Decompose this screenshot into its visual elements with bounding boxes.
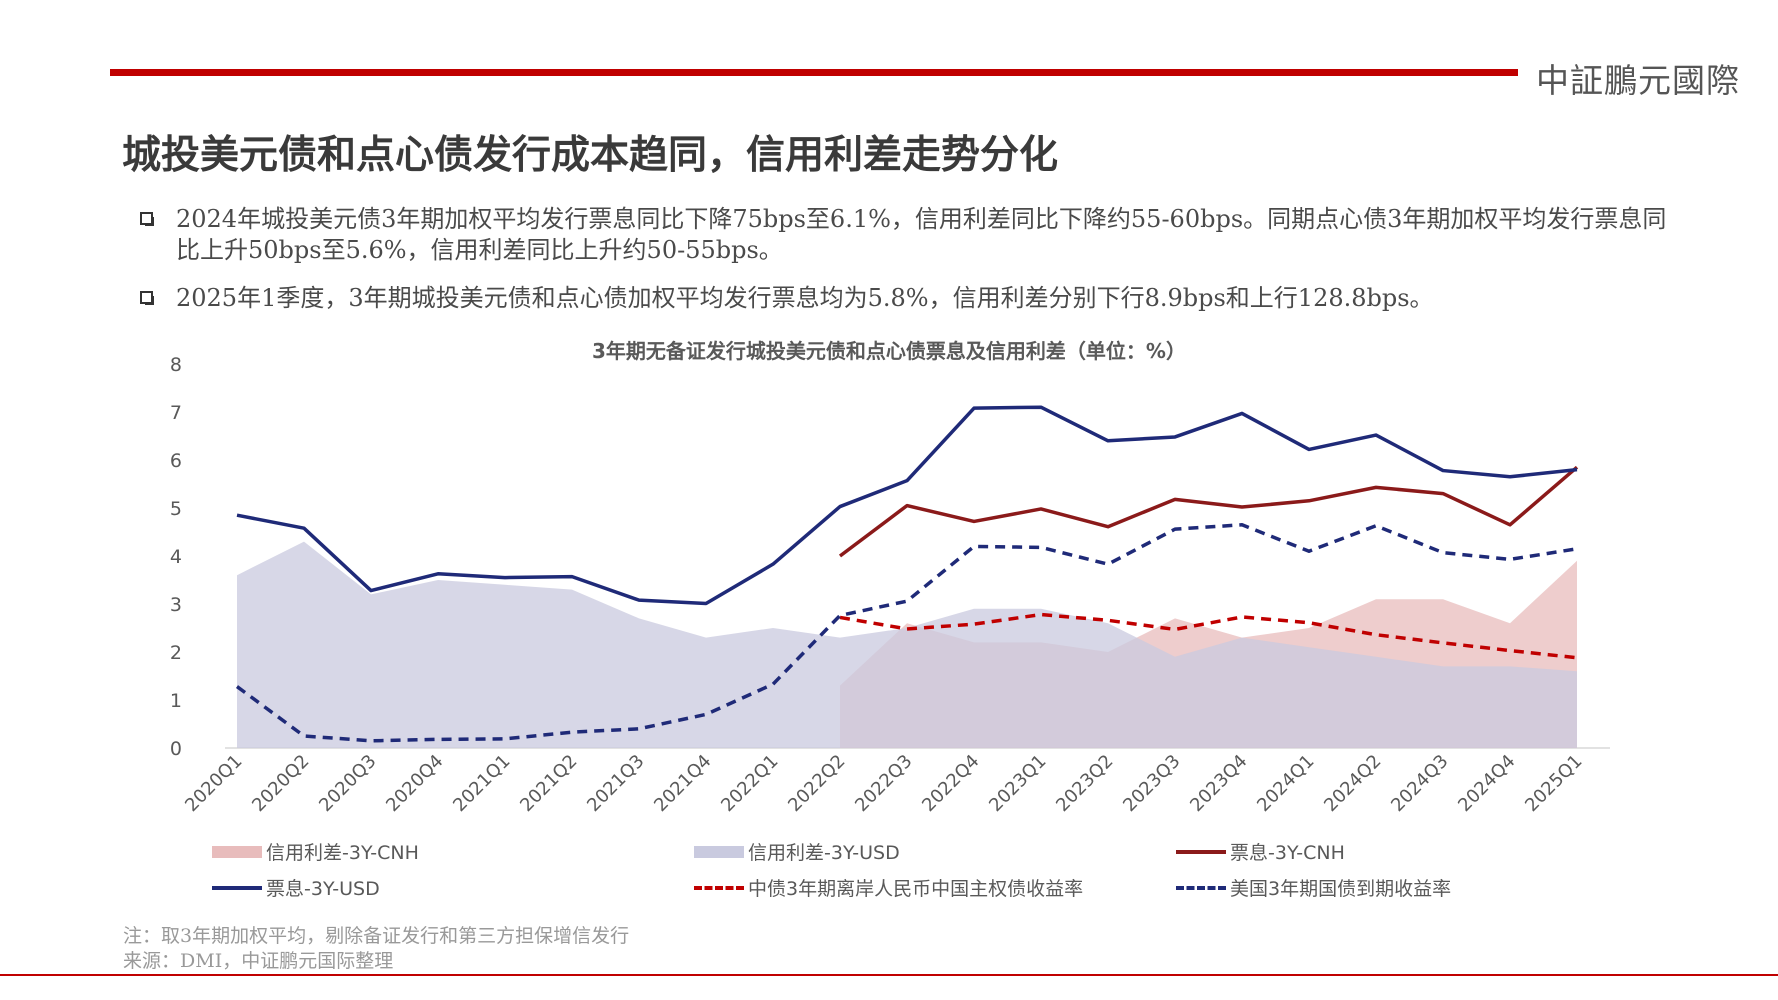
legend-swatch — [212, 845, 262, 858]
y-tick-label: 1 — [170, 690, 182, 712]
line-series — [839, 612, 1578, 660]
legend-line — [212, 885, 262, 890]
x-tick-label: 2024Q2 — [1320, 751, 1385, 816]
legend-line — [1176, 849, 1226, 854]
bullet-list: 2024年城投美元债3年期加权平均发行票息同比下降75bps至6.1%，信用利差… — [138, 204, 1678, 331]
line-series — [236, 405, 1578, 606]
checkbox-bullet-icon — [140, 212, 154, 226]
line-series — [838, 465, 1579, 558]
legend-item-cny-sovereign: 中债3年期离岸人民币中国主权债收益率 — [694, 874, 1083, 901]
brand-logo-text: 中証鵬元國際 — [1536, 61, 1740, 100]
x-tick-label: 2025Q1 — [1521, 751, 1586, 816]
chart-title: 3年期无备证发行城投美元债和点心债票息及信用利差（单位：%） — [592, 339, 1186, 363]
x-tick-label: 2023Q2 — [1052, 751, 1117, 816]
checkbox-bullet-icon — [140, 291, 154, 305]
legend-item-usd-coupon: 票息-3Y-USD — [212, 874, 380, 901]
legend-label: 美国3年期国债到期收益率 — [1230, 878, 1452, 900]
bullet-item: 2024年城投美元债3年期加权平均发行票息同比下降75bps至6.1%，信用利差… — [138, 204, 1678, 266]
bullet-item: 2025年1季度，3年期城投美元债和点心债加权平均发行票息均为5.8%，信用利差… — [138, 283, 1678, 314]
x-tick-label: 2024Q4 — [1454, 751, 1519, 816]
area-series — [237, 541, 1577, 748]
footer-rule — [0, 974, 1778, 976]
y-tick-label: 6 — [170, 450, 182, 472]
header-rule — [110, 69, 1518, 76]
legend-line — [1176, 885, 1226, 890]
legend-label: 票息-3Y-USD — [266, 878, 380, 900]
notes: 注：取3年期加权平均，剔除备证发行和第三方担保增信发行 来源：DMI，中证鹏元国… — [123, 924, 629, 974]
x-tick-label: 2024Q3 — [1387, 751, 1452, 816]
x-tick-label: 2021Q1 — [449, 751, 514, 816]
x-tick-label: 2023Q4 — [1186, 751, 1251, 816]
legend-item-ust: 美国3年期国债到期收益率 — [1176, 874, 1451, 901]
legend-label: 信用利差-3Y-CNH — [266, 842, 419, 864]
x-tick-label: 2023Q1 — [985, 751, 1050, 816]
legend-label: 信用利差-3Y-USD — [748, 842, 900, 864]
x-tick-label: 2023Q3 — [1119, 751, 1184, 816]
legend-item-cnh-coupon: 票息-3Y-CNH — [1176, 838, 1345, 865]
x-tick-label: 2022Q4 — [918, 751, 983, 816]
bullet-text: 2025年1季度，3年期城投美元债和点心债加权平均发行票息均为5.8%，信用利差… — [176, 284, 1434, 312]
x-tick-label: 2020Q2 — [248, 751, 313, 816]
legend-item-cnh-spread: 信用利差-3Y-CNH — [212, 838, 419, 865]
legend-label: 票息-3Y-CNH — [1230, 842, 1345, 864]
x-tick-label: 2024Q1 — [1253, 751, 1318, 816]
source-text: 来源：DMI，中证鹏元国际整理 — [123, 950, 394, 972]
line-series — [235, 523, 1578, 743]
bullet-text: 2024年城投美元债3年期加权平均发行票息同比下降75bps至6.1%，信用利差… — [176, 205, 1667, 264]
x-tick-label: 2021Q4 — [650, 751, 715, 816]
x-tick-label: 2020Q3 — [315, 751, 380, 816]
y-tick-label: 3 — [170, 594, 182, 616]
x-tick-label: 2020Q4 — [382, 751, 447, 816]
x-tick-label: 2021Q2 — [516, 751, 581, 816]
legend-label: 中债3年期离岸人民币中国主权债收益率 — [748, 878, 1084, 900]
y-tick-label: 5 — [170, 498, 182, 520]
y-tick-label: 4 — [170, 546, 182, 568]
page-title: 城投美元债和点心债发行成本趋同，信用利差走势分化 — [122, 133, 1059, 178]
y-tick-label: 0 — [170, 738, 182, 760]
x-tick-label: 2022Q1 — [717, 751, 782, 816]
x-tick-label: 2021Q3 — [583, 751, 648, 816]
legend-swatch — [694, 845, 744, 858]
legend-line — [694, 885, 744, 890]
note-text: 注：取3年期加权平均，剔除备证发行和第三方担保增信发行 — [123, 925, 630, 947]
y-tick-label: 2 — [170, 642, 182, 664]
y-tick-label: 8 — [170, 354, 182, 376]
x-tick-label: 2022Q2 — [784, 751, 849, 816]
y-tick-label: 7 — [170, 402, 182, 424]
x-tick-label: 2020Q1 — [181, 751, 246, 816]
legend-item-usd-spread: 信用利差-3Y-USD — [694, 838, 900, 865]
x-tick-label: 2022Q3 — [851, 751, 916, 816]
